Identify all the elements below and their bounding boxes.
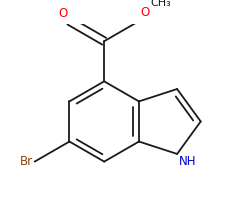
Text: O: O [58,7,68,20]
Text: CH₃: CH₃ [150,0,171,8]
Text: O: O [140,6,150,19]
Text: NH: NH [179,155,196,168]
Text: Br: Br [20,155,33,168]
